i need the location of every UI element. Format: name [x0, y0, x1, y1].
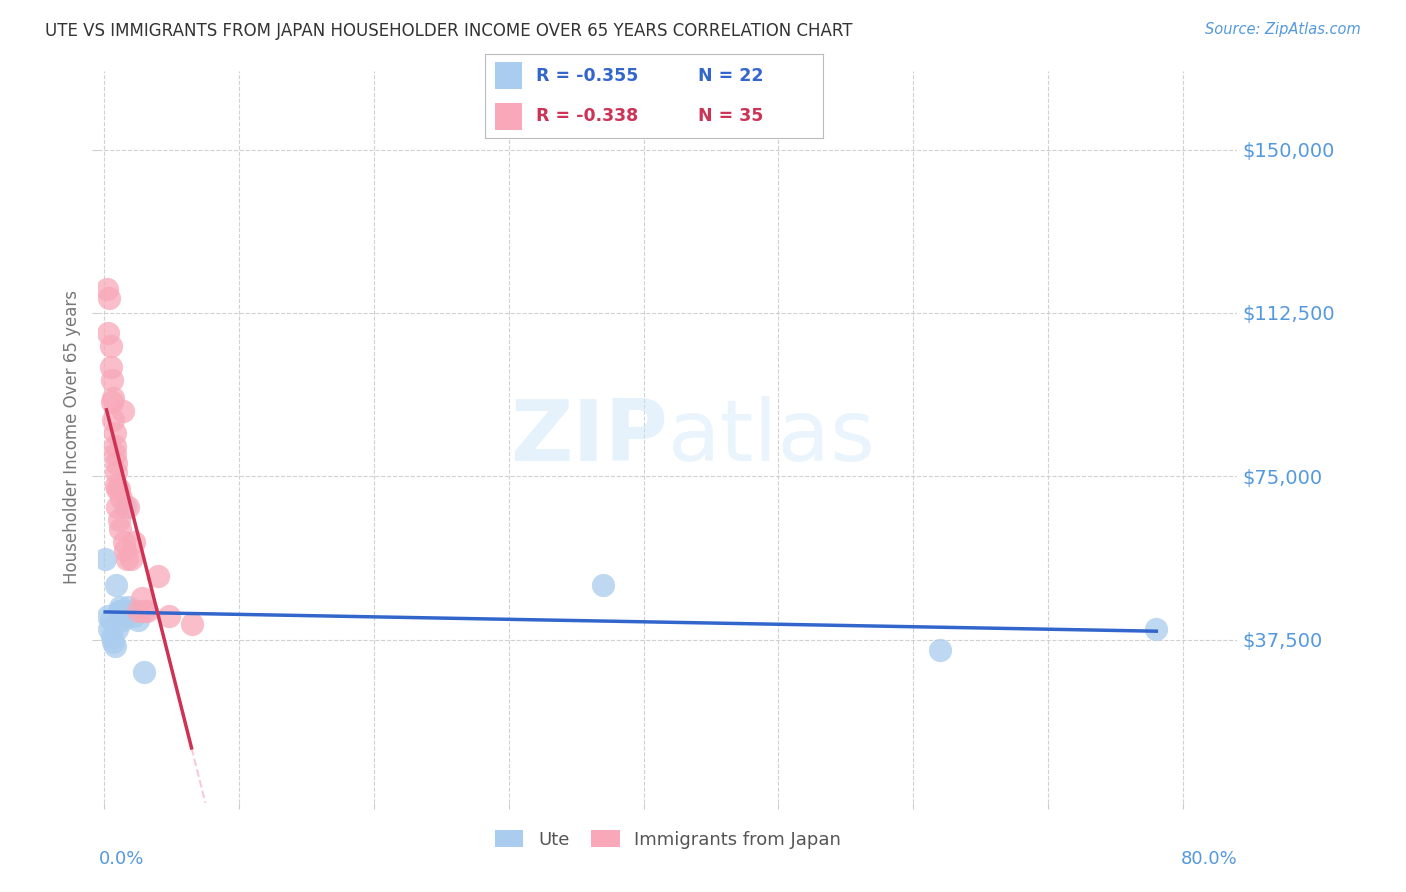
Point	[103, 391, 125, 405]
Point	[120, 552, 142, 566]
Text: ZIP: ZIP	[510, 395, 668, 479]
Point	[157, 608, 180, 623]
Point	[110, 604, 132, 618]
Point	[1144, 622, 1167, 636]
Point	[134, 604, 156, 618]
Bar	[495, 103, 522, 130]
Point	[97, 608, 120, 623]
Point	[122, 534, 145, 549]
Point	[100, 338, 122, 352]
Text: UTE VS IMMIGRANTS FROM JAPAN HOUSEHOLDER INCOME OVER 65 YEARS CORRELATION CHART: UTE VS IMMIGRANTS FROM JAPAN HOUSEHOLDER…	[45, 22, 852, 40]
Point	[104, 448, 127, 462]
Point	[98, 622, 121, 636]
Point	[103, 412, 125, 426]
Bar	[495, 62, 522, 89]
Text: 0.0%: 0.0%	[98, 850, 143, 868]
Text: Source: ZipAtlas.com: Source: ZipAtlas.com	[1205, 22, 1361, 37]
Point	[120, 604, 142, 618]
Point	[114, 500, 136, 514]
Point	[105, 483, 128, 497]
Point	[115, 552, 138, 566]
Text: R = -0.338: R = -0.338	[536, 107, 638, 125]
Point	[127, 604, 149, 618]
Point	[117, 599, 139, 614]
Point	[114, 543, 136, 558]
Point	[111, 613, 134, 627]
Point	[122, 608, 145, 623]
Point	[110, 491, 132, 505]
Point	[100, 360, 122, 375]
Point	[101, 374, 124, 388]
Point	[107, 483, 129, 497]
Point	[94, 552, 117, 566]
Point	[96, 282, 118, 296]
Point	[104, 425, 127, 440]
Point	[107, 513, 129, 527]
Point	[131, 591, 153, 606]
Point	[117, 500, 139, 514]
Point	[112, 534, 135, 549]
Point	[180, 617, 202, 632]
Text: R = -0.355: R = -0.355	[536, 67, 638, 85]
Point	[111, 404, 134, 418]
Point	[98, 291, 121, 305]
Y-axis label: Householder Income Over 65 years: Householder Income Over 65 years	[63, 290, 82, 584]
Point	[146, 569, 169, 583]
Point	[104, 465, 127, 479]
Point	[108, 521, 131, 535]
Point	[101, 395, 124, 409]
Text: N = 35: N = 35	[697, 107, 763, 125]
Point	[136, 604, 159, 618]
Point	[105, 500, 128, 514]
Legend: Ute, Immigrants from Japan: Ute, Immigrants from Japan	[488, 823, 848, 856]
Text: atlas: atlas	[668, 395, 876, 479]
Point	[104, 639, 127, 653]
Point	[127, 613, 149, 627]
Point	[134, 665, 156, 680]
Point	[104, 478, 127, 492]
Point	[105, 622, 128, 636]
Point	[107, 604, 129, 618]
Point	[100, 613, 122, 627]
Point	[592, 578, 614, 592]
Point	[103, 634, 125, 648]
Point	[108, 599, 131, 614]
Text: N = 22: N = 22	[697, 67, 763, 85]
Point	[101, 631, 124, 645]
Point	[112, 608, 135, 623]
Text: 80.0%: 80.0%	[1181, 850, 1237, 868]
Point	[104, 578, 127, 592]
Point	[929, 643, 952, 657]
Point	[97, 326, 120, 340]
Point	[104, 456, 127, 470]
Point	[104, 439, 127, 453]
